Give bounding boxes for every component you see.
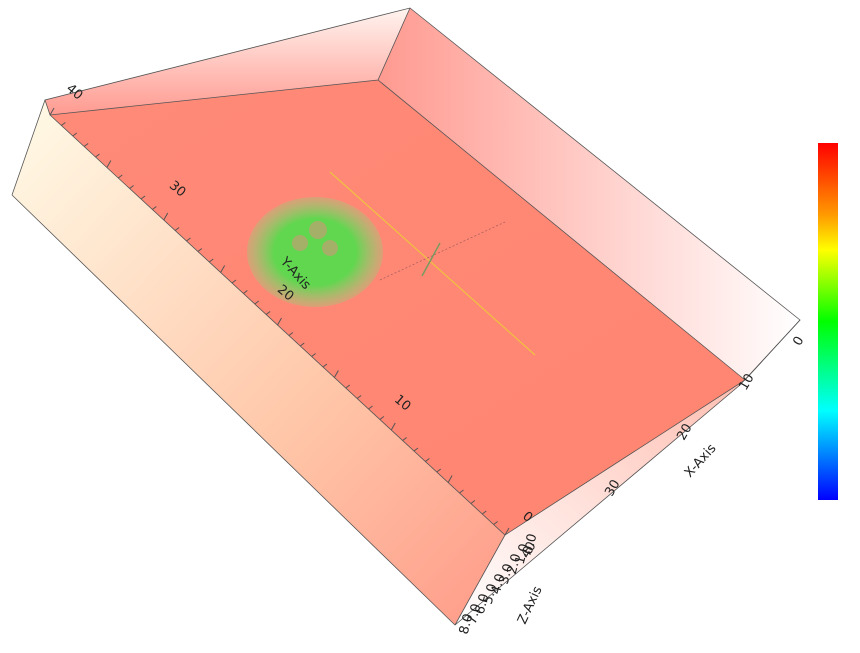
z-tick-label: 0.0 <box>521 532 541 556</box>
tick <box>436 468 442 473</box>
tick <box>459 489 464 494</box>
tick <box>390 422 396 431</box>
x-tick-label: 40 <box>518 539 539 561</box>
x-axis-label: X-Axis <box>682 441 720 481</box>
tick <box>345 384 351 389</box>
z-tick-label: 7.0 <box>465 602 485 626</box>
tick <box>447 475 453 483</box>
tick <box>129 185 134 189</box>
tick <box>197 248 203 252</box>
tick <box>299 342 305 347</box>
z-tick-label: 5.0 <box>481 582 501 606</box>
tick <box>163 212 169 221</box>
tick <box>174 227 180 231</box>
tick <box>311 353 316 357</box>
z-tick-label: 6.0 <box>473 592 493 616</box>
tick <box>481 510 487 515</box>
tick <box>61 122 66 126</box>
x-tick-label: 10 <box>736 371 757 393</box>
tick <box>356 395 362 399</box>
tick <box>265 311 271 315</box>
tick <box>220 265 226 273</box>
colorbar <box>818 143 838 500</box>
tick <box>277 317 282 326</box>
tick <box>72 132 78 137</box>
tick <box>83 143 89 147</box>
x-tick-label: 30 <box>602 477 623 499</box>
tick <box>95 153 100 158</box>
tick <box>402 437 407 441</box>
volume-box <box>11 7 801 626</box>
tick <box>493 521 498 525</box>
x-tick-label: 20 <box>674 421 695 443</box>
tick <box>117 174 123 179</box>
tick <box>425 458 430 462</box>
tick <box>152 206 157 210</box>
tick <box>208 258 214 263</box>
tick <box>49 107 55 116</box>
z-tick-label: 8.0 <box>457 612 477 636</box>
tick <box>186 237 191 242</box>
tick <box>504 527 510 536</box>
z-tick-label: 1.0 <box>513 542 533 566</box>
z-tick-label: 4.0 <box>489 572 509 596</box>
tick <box>140 195 146 200</box>
tick <box>254 300 260 305</box>
x-tick-label: 0 <box>790 334 807 349</box>
tick <box>368 405 373 410</box>
z-tick-label: 3.0 <box>497 562 517 586</box>
tick <box>288 332 294 336</box>
tick <box>322 363 328 368</box>
tick <box>243 290 248 294</box>
tick <box>470 500 476 504</box>
tick <box>413 447 419 452</box>
tick <box>106 160 112 168</box>
tick <box>379 416 385 420</box>
z-tick-label: 2.0 <box>505 552 525 576</box>
z-axis-label: Z-Axis <box>515 584 546 627</box>
tick <box>333 370 339 378</box>
tick <box>231 279 237 284</box>
